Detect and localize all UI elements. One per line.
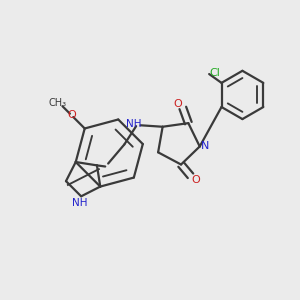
Text: NH: NH <box>126 119 142 129</box>
Text: Cl: Cl <box>209 68 220 78</box>
Text: O: O <box>173 99 182 109</box>
Text: O: O <box>191 175 200 185</box>
Text: N: N <box>201 142 209 152</box>
Text: NH: NH <box>72 198 87 208</box>
Text: CH₃: CH₃ <box>49 98 67 108</box>
Text: O: O <box>67 110 76 120</box>
